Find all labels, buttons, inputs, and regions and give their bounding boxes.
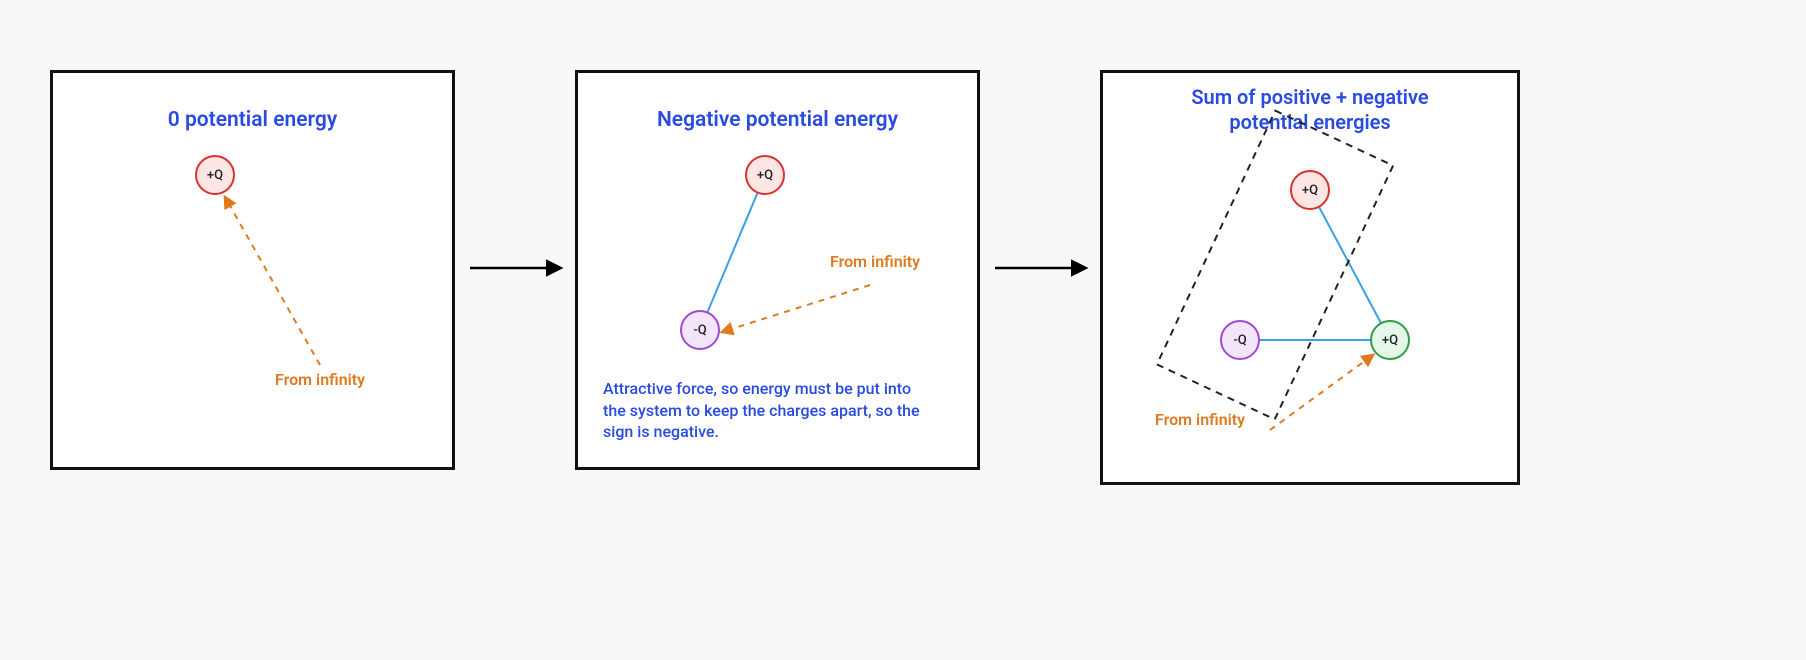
from-infinity-label-2: From infinity: [830, 252, 920, 271]
charge-p3-pos2: +Q: [1370, 320, 1410, 360]
panel-1-title: 0 potential energy: [50, 108, 455, 132]
charge-p1-pos: +Q: [195, 155, 235, 195]
from-infinity-label-1: From infinity: [275, 370, 365, 389]
from-infinity-label-3: From infinity: [1155, 410, 1245, 429]
charge-p3-pos: +Q: [1290, 170, 1330, 210]
charge-p2-pos: +Q: [745, 155, 785, 195]
panel-3-title-line2: potential energies: [1100, 110, 1520, 134]
diagram-canvas: 0 potential energy Negative potential en…: [0, 0, 1806, 660]
charge-p2-neg: -Q: [680, 310, 720, 350]
panel-2-caption: Attractive force, so energy must be put …: [603, 378, 933, 443]
panel-3-title-line1: Sum of positive + negative: [1100, 85, 1520, 109]
charge-p3-neg: -Q: [1220, 320, 1260, 360]
panel-2-title: Negative potential energy: [575, 108, 980, 132]
